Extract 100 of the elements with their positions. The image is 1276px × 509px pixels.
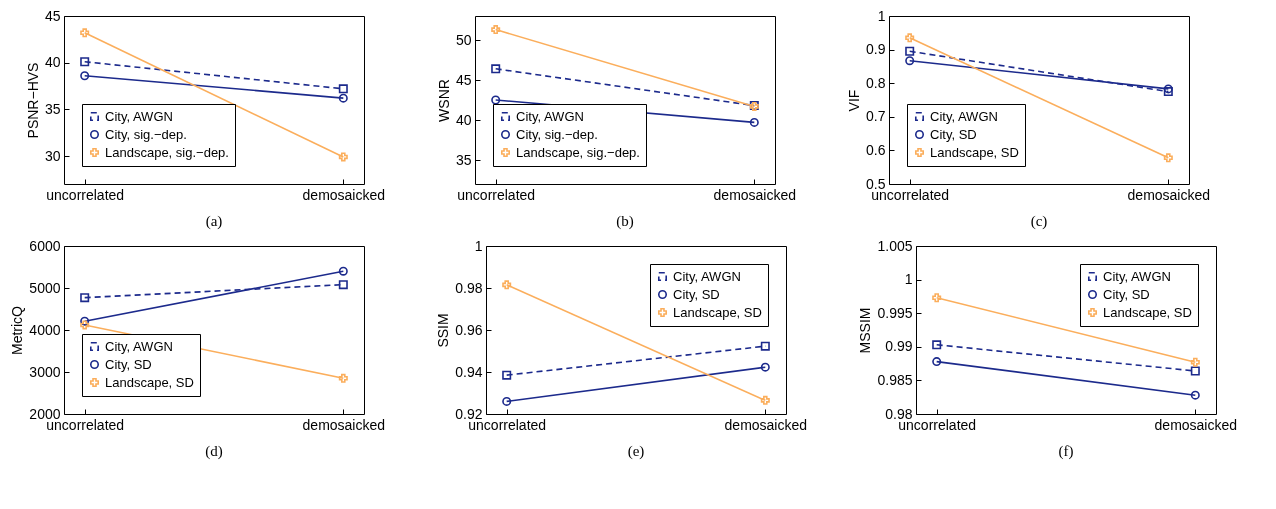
y-tick-label: 50 <box>455 31 472 48</box>
legend-label: City, AWGN <box>1103 268 1171 284</box>
y-tick-label: 1.005 <box>877 237 913 254</box>
legend-label: City, SD <box>105 356 152 372</box>
y-tick-label: 40 <box>44 54 61 71</box>
y-tick-label: 1 <box>904 271 913 288</box>
point <box>491 25 501 35</box>
point <box>905 33 915 43</box>
legend-label: City, AWGN <box>516 108 584 124</box>
point <box>338 280 348 290</box>
legend-label: City, AWGN <box>673 268 741 284</box>
point <box>1163 153 1173 163</box>
point <box>502 370 512 380</box>
y-tick-label: 0.7 <box>866 108 886 125</box>
legend-label: City, AWGN <box>105 108 173 124</box>
point <box>1190 390 1200 400</box>
y-tick-label: 45 <box>44 7 61 24</box>
point <box>338 266 348 276</box>
y-axis-title: WSNR <box>435 79 452 122</box>
text: (f) <box>1058 443 1074 460</box>
legend-label: Landscape, SD <box>1103 304 1192 320</box>
y-tick-label: 0.9 <box>866 41 886 58</box>
text: (b) <box>616 213 634 230</box>
y-tick-label: 3000 <box>29 363 61 380</box>
y-axis-title: MetricQ <box>9 305 26 355</box>
point <box>80 293 90 303</box>
point <box>905 46 915 56</box>
point <box>749 117 759 127</box>
y-tick-label: 30 <box>44 147 61 164</box>
legend-label: City, AWGN <box>930 108 998 124</box>
point <box>338 152 348 162</box>
point <box>80 57 90 67</box>
point <box>1190 357 1200 367</box>
legend-label: Landscape, SD <box>105 374 194 390</box>
y-tick-label: 0.94 <box>455 363 483 380</box>
point <box>338 93 348 103</box>
point <box>80 71 90 81</box>
text: (e) <box>627 443 645 460</box>
point <box>80 320 90 330</box>
y-tick-label: 0.985 <box>877 371 913 388</box>
text: (a) <box>205 213 223 230</box>
y-axis-title: SSIM <box>435 313 452 348</box>
x-tick-label: demosaicked <box>302 186 386 203</box>
legend-label: City, SD <box>930 126 977 142</box>
legend-label: City, SD <box>673 286 720 302</box>
y-axis-title: PSNR−HVS <box>24 62 41 139</box>
y-tick-label: 2000 <box>29 405 61 422</box>
y-tick-label: 0.8 <box>866 74 886 91</box>
x-tick-label: demosaicked <box>1127 186 1211 203</box>
y-axis-title: VIF <box>846 89 863 112</box>
legend-label: Landscape, SD <box>930 144 1019 160</box>
text: (d) <box>205 443 223 460</box>
point <box>932 357 942 367</box>
y-tick-label: 6000 <box>29 237 61 254</box>
point <box>905 56 915 66</box>
y-tick-label: 0.98 <box>455 279 483 296</box>
y-tick-label: 45 <box>455 71 472 88</box>
point <box>502 280 512 290</box>
point <box>932 340 942 350</box>
y-tick-label: 35 <box>455 151 472 168</box>
legend-label: Landscape, SD <box>673 304 762 320</box>
text: (c) <box>1030 213 1048 230</box>
x-tick-label: uncorrelated <box>46 186 125 203</box>
y-tick-label: 1 <box>877 7 886 24</box>
y-tick-label: 1 <box>474 237 483 254</box>
y-tick-label: 0.96 <box>455 321 483 338</box>
x-tick-label: demosaicked <box>302 416 386 433</box>
point <box>760 395 770 405</box>
point <box>80 316 90 326</box>
point <box>338 373 348 383</box>
point <box>760 362 770 372</box>
point <box>491 95 501 105</box>
y-tick-label: 0.995 <box>877 304 913 321</box>
y-tick-label: 4000 <box>29 321 61 338</box>
point <box>760 341 770 351</box>
point <box>491 64 501 74</box>
y-tick-label: 5000 <box>29 279 61 296</box>
legend-label: City, sig.−dep. <box>516 126 598 142</box>
point <box>1190 366 1200 376</box>
x-tick-label: demosaicked <box>1154 416 1238 433</box>
y-tick-label: 35 <box>44 100 61 117</box>
point <box>80 28 90 38</box>
point <box>502 396 512 406</box>
legend-label: City, SD <box>1103 286 1150 302</box>
y-tick-label: 0.5 <box>866 175 886 192</box>
y-axis-title: MSSIM <box>857 307 874 354</box>
point <box>932 293 942 303</box>
legend-label: City, sig.−dep. <box>105 126 187 142</box>
legend-label: City, AWGN <box>105 338 173 354</box>
y-tick-label: 40 <box>455 111 472 128</box>
legend-label: Landscape, sig.−dep. <box>105 144 229 160</box>
x-tick-label: uncorrelated <box>457 186 536 203</box>
y-tick-label: 0.6 <box>866 141 886 158</box>
x-tick-label: demosaicked <box>724 416 808 433</box>
x-tick-label: demosaicked <box>713 186 797 203</box>
legend-label: Landscape, sig.−dep. <box>516 144 640 160</box>
y-tick-label: 0.98 <box>885 405 913 422</box>
y-tick-label: 0.92 <box>455 405 483 422</box>
y-tick-label: 0.99 <box>885 338 913 355</box>
point <box>338 84 348 94</box>
